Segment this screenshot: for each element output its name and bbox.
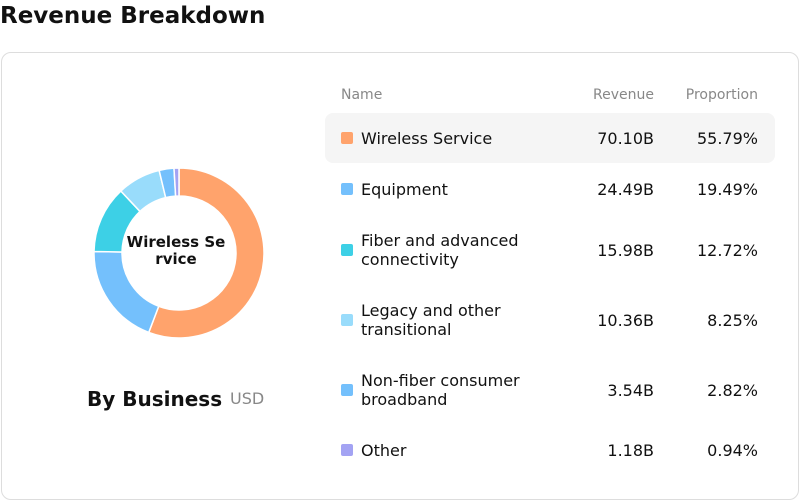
- legend-swatch: [341, 384, 353, 396]
- column-header: Revenue: [593, 87, 654, 103]
- card: [1, 52, 799, 500]
- row-revenue: 24.49B: [597, 179, 654, 199]
- row-name: Equipment: [361, 179, 448, 199]
- row-proportion: 8.25%: [707, 310, 758, 330]
- pie-slice: [147, 167, 265, 339]
- row-proportion: 55.79%: [696, 128, 758, 148]
- legend-swatch: [341, 244, 353, 256]
- row-name: Other: [361, 440, 407, 460]
- row-proportion: 0.94%: [707, 440, 758, 460]
- row-revenue: 10.36B: [597, 310, 654, 330]
- row-proportion: 19.49%: [696, 179, 758, 199]
- row-name: Legacy and other transitional: [361, 301, 501, 339]
- row-name: Non-fiber consumer broadband: [361, 371, 520, 409]
- legend-swatch: [341, 183, 353, 195]
- legend-swatch: [341, 444, 353, 456]
- row-revenue: 15.98B: [597, 240, 654, 260]
- subtitle: By Business: [87, 387, 223, 411]
- legend-swatch: [341, 314, 353, 326]
- row-name: Wireless Service: [361, 128, 493, 148]
- title: Revenue Breakdown: [0, 3, 266, 29]
- row-highlight[interactable]: [325, 113, 775, 163]
- column-header: Proportion: [685, 87, 758, 103]
- row-name: Fiber and advanced connectivity: [361, 231, 519, 269]
- center-label: Wireless Service: [126, 233, 226, 268]
- unit: USD: [230, 389, 265, 408]
- row-proportion: 2.82%: [707, 380, 758, 400]
- row-revenue: 70.10B: [597, 128, 654, 148]
- column-header: Name: [341, 87, 383, 103]
- legend-swatch: [341, 132, 353, 144]
- pie-slice: [173, 167, 180, 197]
- row-revenue: 3.54B: [607, 380, 654, 400]
- row-proportion: 12.72%: [696, 240, 758, 260]
- row-revenue: 1.18B: [607, 440, 654, 460]
